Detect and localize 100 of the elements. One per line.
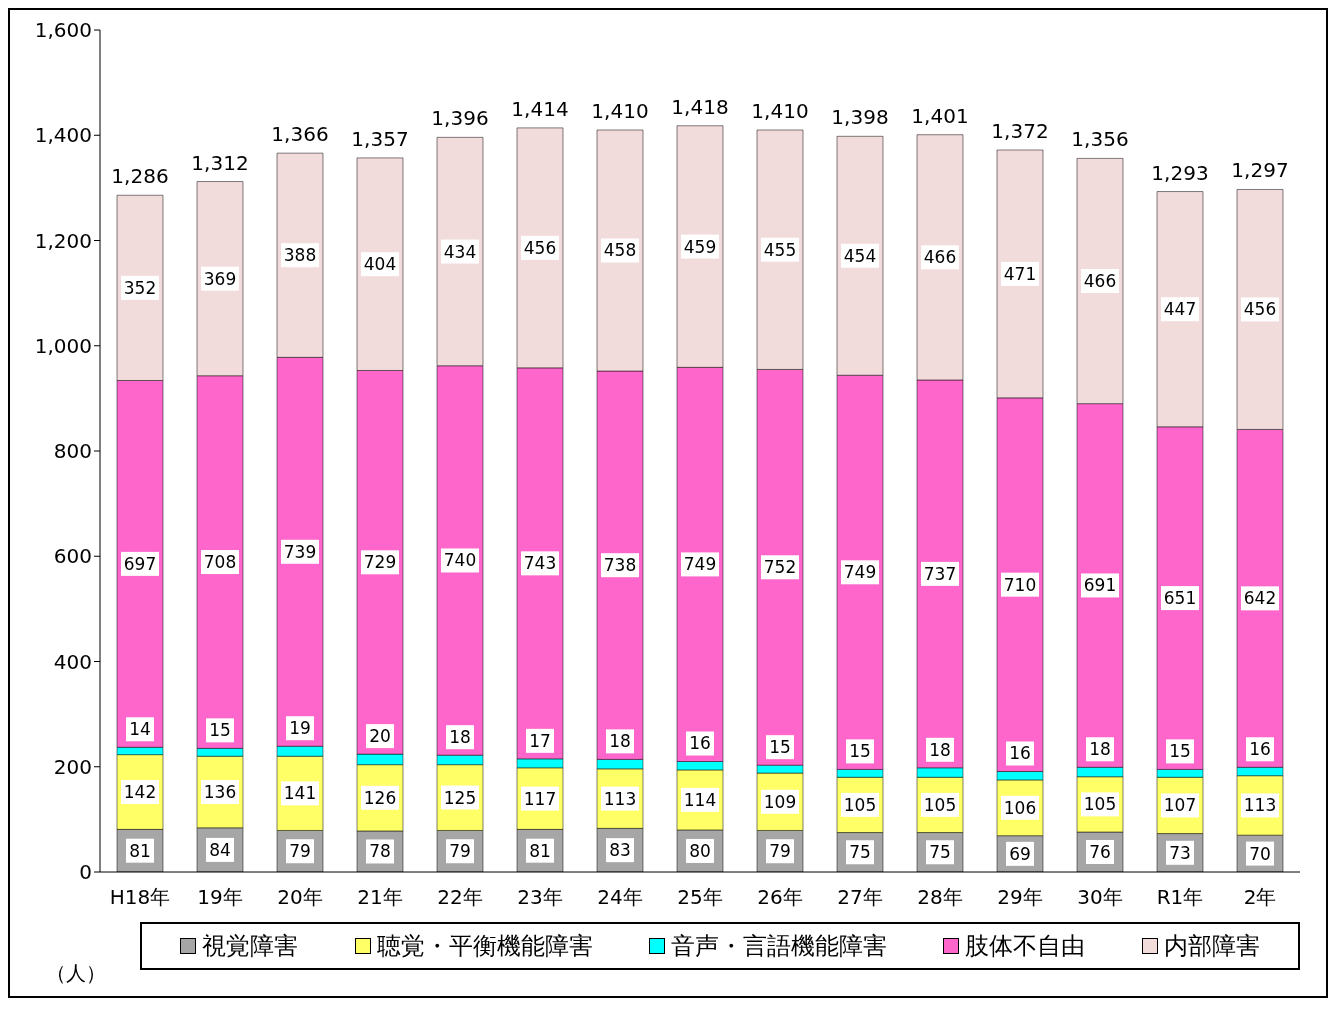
data-label: 81 [529, 840, 551, 861]
data-label: 737 [923, 563, 957, 584]
data-label: 114 [683, 789, 717, 810]
data-label: 447 [1163, 299, 1197, 320]
data-label: 81 [129, 840, 151, 861]
data-label: 456 [1243, 299, 1277, 320]
total-label: 1,357 [351, 126, 409, 151]
x-tick-label: 2年 [1243, 885, 1277, 910]
data-label: 642 [1243, 588, 1277, 609]
x-tick-label: 30年 [1077, 885, 1123, 910]
data-label: 75 [849, 842, 871, 863]
total-label: 1,414 [511, 96, 569, 121]
data-label: 16 [1009, 743, 1031, 764]
data-label: 697 [123, 553, 157, 574]
data-label: 105 [1083, 794, 1117, 815]
data-label: 16 [689, 733, 711, 754]
data-label: 459 [683, 236, 717, 257]
data-label: 84 [209, 839, 231, 860]
data-label: 739 [283, 541, 317, 562]
total-label: 1,293 [1151, 160, 1209, 185]
data-label: 16 [1249, 739, 1271, 760]
data-label: 15 [849, 741, 871, 762]
y-tick-label: 800 [53, 439, 92, 464]
legend-label: 音声・言語機能障害 [669, 931, 887, 962]
data-label: 752 [763, 557, 797, 578]
data-label: 109 [763, 791, 797, 812]
total-label: 1,312 [191, 150, 249, 175]
legend-label: 内部障害 [1162, 931, 1260, 962]
data-label: 18 [929, 739, 951, 760]
y-tick-label: 200 [53, 754, 92, 779]
data-label: 455 [763, 239, 797, 260]
x-tick-label: 26年 [757, 885, 803, 910]
x-tick-label: 21年 [357, 885, 403, 910]
data-label: 20 [369, 726, 391, 747]
data-label: 740 [443, 550, 477, 571]
data-label: 79 [769, 841, 791, 862]
total-label: 1,396 [431, 106, 489, 131]
data-label: 113 [1243, 795, 1277, 816]
legend-label: 視覚障害 [201, 931, 299, 962]
x-tick-label: 24年 [597, 885, 643, 910]
data-label: 743 [523, 553, 557, 574]
total-label: 1,401 [911, 103, 969, 128]
x-tick-label: 25年 [677, 885, 723, 910]
total-label: 1,297 [1231, 158, 1289, 183]
data-label: 14 [129, 719, 151, 740]
y-tick-label: 0 [79, 860, 92, 885]
data-label: 434 [443, 241, 477, 262]
data-label: 70 [1249, 843, 1271, 864]
data-label: 749 [843, 562, 877, 583]
data-label: 17 [529, 730, 551, 751]
data-label: 76 [1089, 842, 1111, 862]
data-label: 454 [843, 245, 877, 266]
x-tick-label: 19年 [197, 885, 243, 910]
data-label: 458 [603, 240, 637, 261]
data-label: 126 [363, 787, 397, 808]
data-label: 15 [769, 737, 791, 758]
data-label: 113 [603, 788, 637, 809]
data-label: 749 [683, 554, 717, 575]
data-label: 456 [523, 237, 557, 258]
total-label: 1,286 [111, 164, 169, 189]
y-tick-label: 1,200 [34, 228, 92, 253]
data-label: 79 [449, 841, 471, 862]
x-tick-label: 20年 [277, 885, 323, 910]
total-label: 1,410 [591, 98, 649, 123]
x-tick-label: R1年 [1156, 885, 1204, 910]
data-label: 404 [363, 254, 397, 275]
legend-label: 聴覚・平衡機能障害 [375, 931, 593, 962]
data-label: 651 [1163, 588, 1197, 609]
data-label: 107 [1163, 795, 1197, 816]
data-label: 125 [443, 787, 477, 808]
data-label: 69 [1009, 843, 1031, 864]
data-label: 710 [1003, 574, 1037, 595]
y-tick-label: 1,600 [34, 18, 92, 43]
total-label: 1,398 [831, 105, 889, 130]
data-label: 79 [289, 841, 311, 862]
legend-label: 肢体不自由 [964, 931, 1086, 962]
data-label: 106 [1003, 797, 1037, 818]
data-label: 388 [283, 245, 317, 266]
x-tick-label: H18年 [109, 885, 171, 910]
data-label: 352 [123, 277, 157, 298]
total-label: 1,410 [751, 98, 809, 123]
data-label: 691 [1083, 575, 1117, 596]
total-label: 1,418 [671, 94, 729, 119]
y-tick-label: 1,000 [34, 333, 92, 358]
data-label: 729 [363, 552, 397, 573]
x-tick-label: 23年 [517, 885, 563, 910]
total-label: 1,356 [1071, 127, 1129, 152]
data-label: 18 [1089, 739, 1111, 760]
total-label: 1,366 [271, 122, 329, 147]
data-label: 105 [843, 794, 877, 815]
data-label: 83 [609, 840, 631, 861]
x-tick-label: 28年 [917, 885, 963, 910]
data-label: 142 [123, 782, 157, 803]
data-label: 369 [203, 268, 237, 289]
y-tick-label: 600 [53, 544, 92, 569]
data-label: 15 [1169, 741, 1191, 762]
total-label: 1,372 [991, 118, 1049, 143]
data-label: 708 [203, 552, 237, 573]
x-tick-label: 27年 [837, 885, 883, 910]
data-label: 136 [203, 782, 237, 803]
